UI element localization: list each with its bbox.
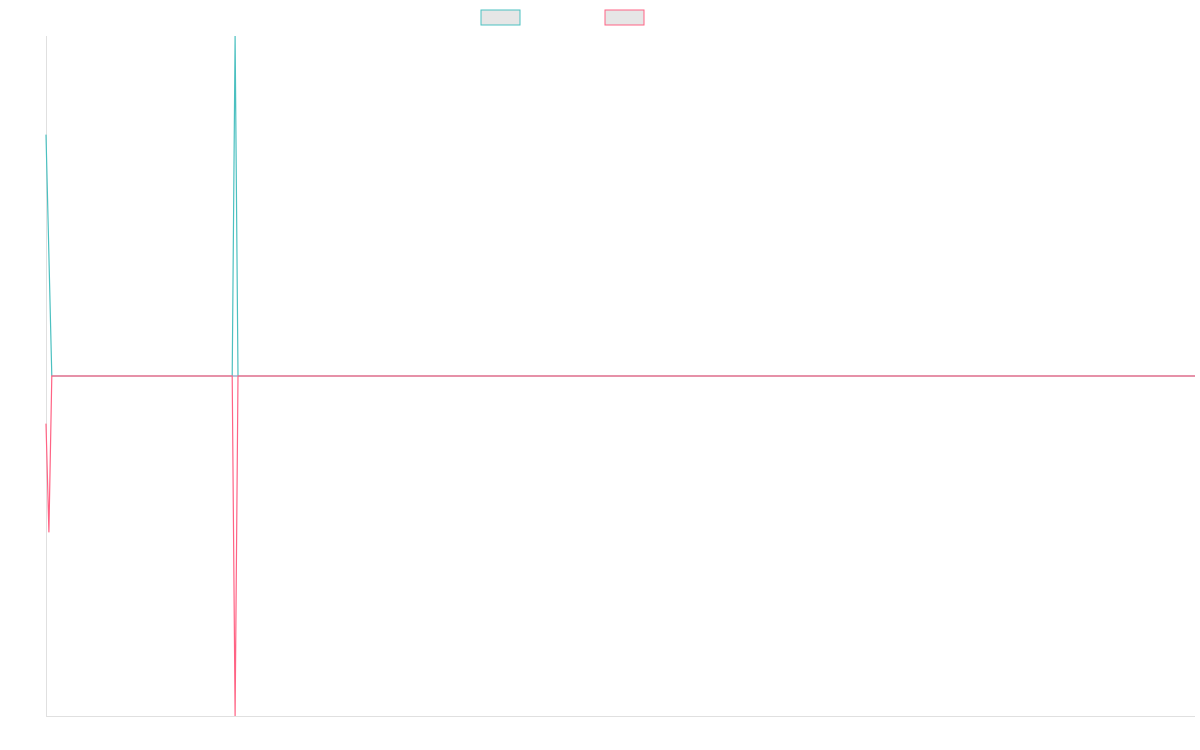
series-line-b [45, 375, 1195, 717]
series-layer [45, 35, 1195, 717]
legend-swatch-series-a[interactable] [480, 9, 521, 26]
legend [480, 9, 645, 26]
legend-swatch-series-b[interactable] [604, 9, 645, 26]
plot-area [45, 35, 1195, 717]
series-line-a [45, 35, 1195, 377]
